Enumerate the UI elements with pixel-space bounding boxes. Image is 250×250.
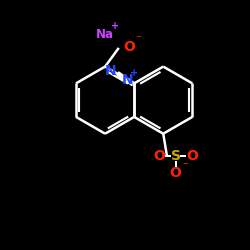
Text: N: N bbox=[121, 73, 133, 87]
Text: O: O bbox=[186, 149, 198, 163]
Text: O: O bbox=[123, 40, 135, 54]
Text: Na: Na bbox=[96, 28, 114, 41]
Text: ⁻: ⁻ bbox=[182, 162, 188, 172]
Text: N: N bbox=[105, 64, 117, 78]
Text: O: O bbox=[170, 166, 181, 180]
Text: S: S bbox=[171, 149, 181, 163]
Text: +: + bbox=[112, 21, 120, 31]
Text: ⁻: ⁻ bbox=[136, 34, 141, 44]
Text: +: + bbox=[130, 68, 138, 78]
Text: O: O bbox=[154, 149, 166, 163]
